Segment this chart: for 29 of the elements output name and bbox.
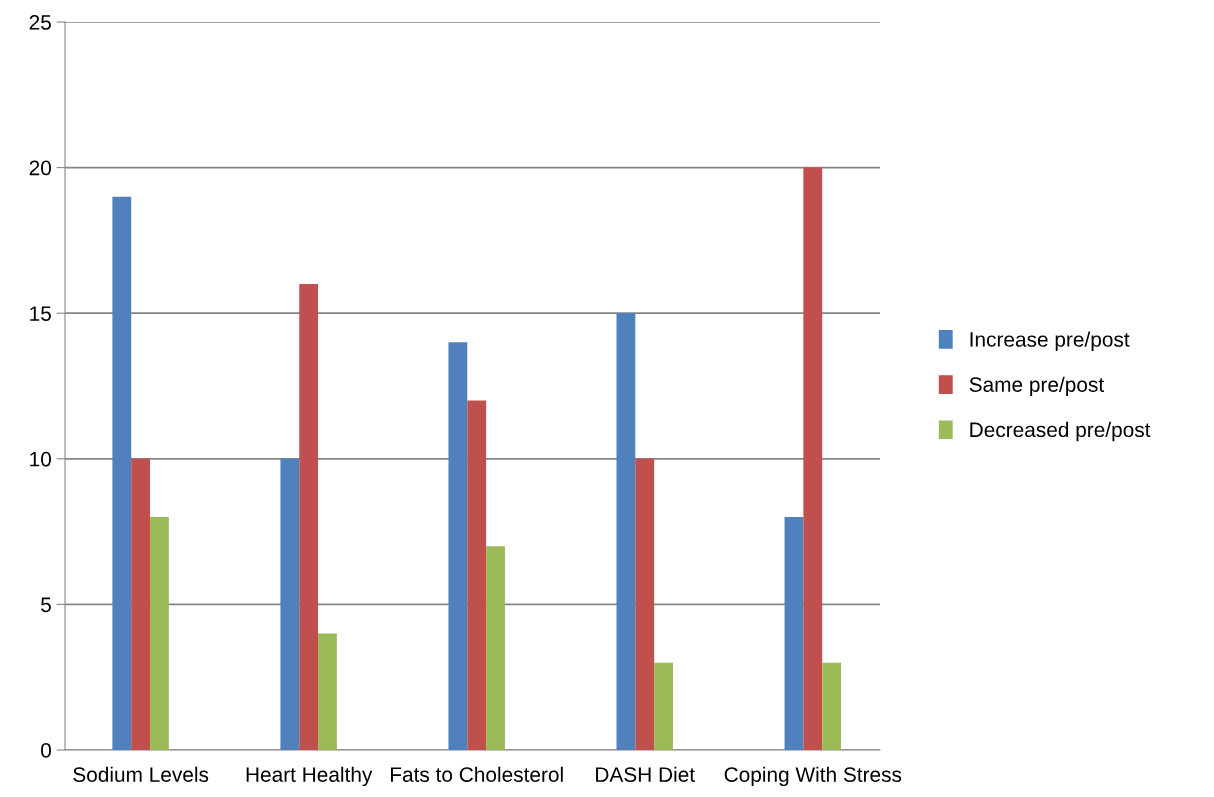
y-tick-label: 25 [29, 15, 51, 30]
bar [803, 167, 823, 750]
bar [486, 546, 505, 750]
x-tick-label: Coping With Stress [724, 766, 902, 787]
legend-label: Same pre/post [969, 376, 1104, 397]
bar [467, 400, 487, 750]
x-tick-label: Sodium Levels [73, 766, 209, 782]
x-tick-label: Heart Healthy [246, 766, 373, 787]
y-tick-label: 10 [30, 451, 51, 467]
bar [784, 517, 804, 750]
bar [299, 284, 319, 750]
x-tick-label: DASH Diet [596, 766, 695, 782]
y-tick-label: 15 [30, 306, 51, 321]
legend-label: Decreased pre/post [970, 421, 1151, 442]
bar [654, 662, 673, 750]
bar [131, 458, 151, 750]
bar [616, 313, 636, 750]
x-tick-label: Fats to Cholesterol [390, 766, 563, 782]
bar [448, 342, 468, 750]
y-tick-label: 0 [41, 743, 51, 758]
bar [112, 196, 132, 750]
bar [635, 458, 655, 750]
bar [150, 517, 169, 750]
bar [280, 458, 300, 750]
legend-label: Increase pre/post [970, 331, 1130, 351]
y-tick-label: 20 [29, 160, 51, 176]
y-tick-label: 5 [41, 597, 51, 613]
bar [822, 662, 842, 750]
bar [318, 633, 337, 750]
